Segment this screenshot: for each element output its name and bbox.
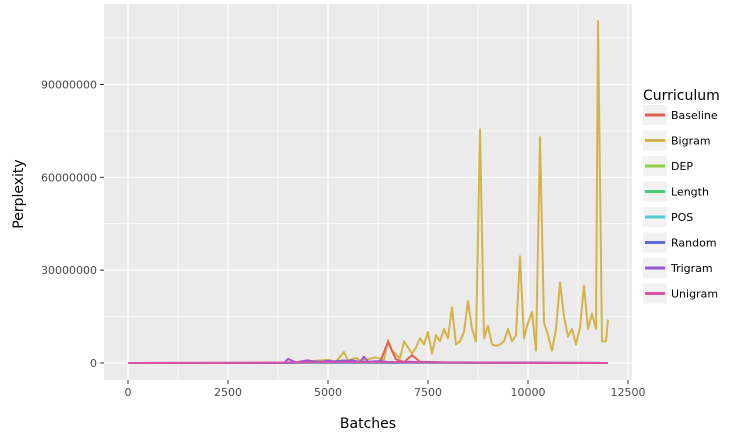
- plot-panel: [104, 4, 632, 380]
- y-axis-title: Perplexity: [11, 159, 27, 228]
- y-tick-label: 0: [90, 357, 97, 370]
- y-tick-label: 60000000: [41, 171, 97, 184]
- x-tick-label: 7500: [414, 386, 442, 399]
- legend: Curriculum Baseline Bigram DEP Length POS Ran…: [643, 88, 720, 304]
- x-axis-title: Batches: [340, 416, 396, 432]
- legend-label: POS: [671, 211, 693, 224]
- series-layer: [127, 20, 609, 364]
- legend-title: Curriculum: [643, 88, 720, 104]
- legend-label: Length: [671, 186, 709, 199]
- legend-label: Random: [671, 237, 717, 250]
- x-tick-label: 2500: [214, 386, 242, 399]
- legend-label: Bigram: [671, 135, 711, 148]
- y-tick-label: 30000000: [41, 264, 97, 277]
- legend-label: Trigram: [670, 262, 713, 275]
- x-tick-label: 0: [125, 386, 132, 399]
- legend-label: Baseline: [671, 109, 718, 122]
- axis-layer: 0 2500 5000 7500 10000 12500 0 30000000 60000000…: [41, 78, 646, 399]
- legend-label: DEP: [671, 160, 693, 173]
- x-tick-label: 12500: [611, 386, 646, 399]
- y-tick-label: 90000000: [41, 78, 97, 91]
- series-line-unigram: [127, 361, 609, 364]
- series-line-bigram: [128, 20, 609, 364]
- x-tick-label: 5000: [314, 386, 342, 399]
- x-tick-label: 10000: [511, 386, 546, 399]
- legend-label: Unigram: [671, 288, 718, 301]
